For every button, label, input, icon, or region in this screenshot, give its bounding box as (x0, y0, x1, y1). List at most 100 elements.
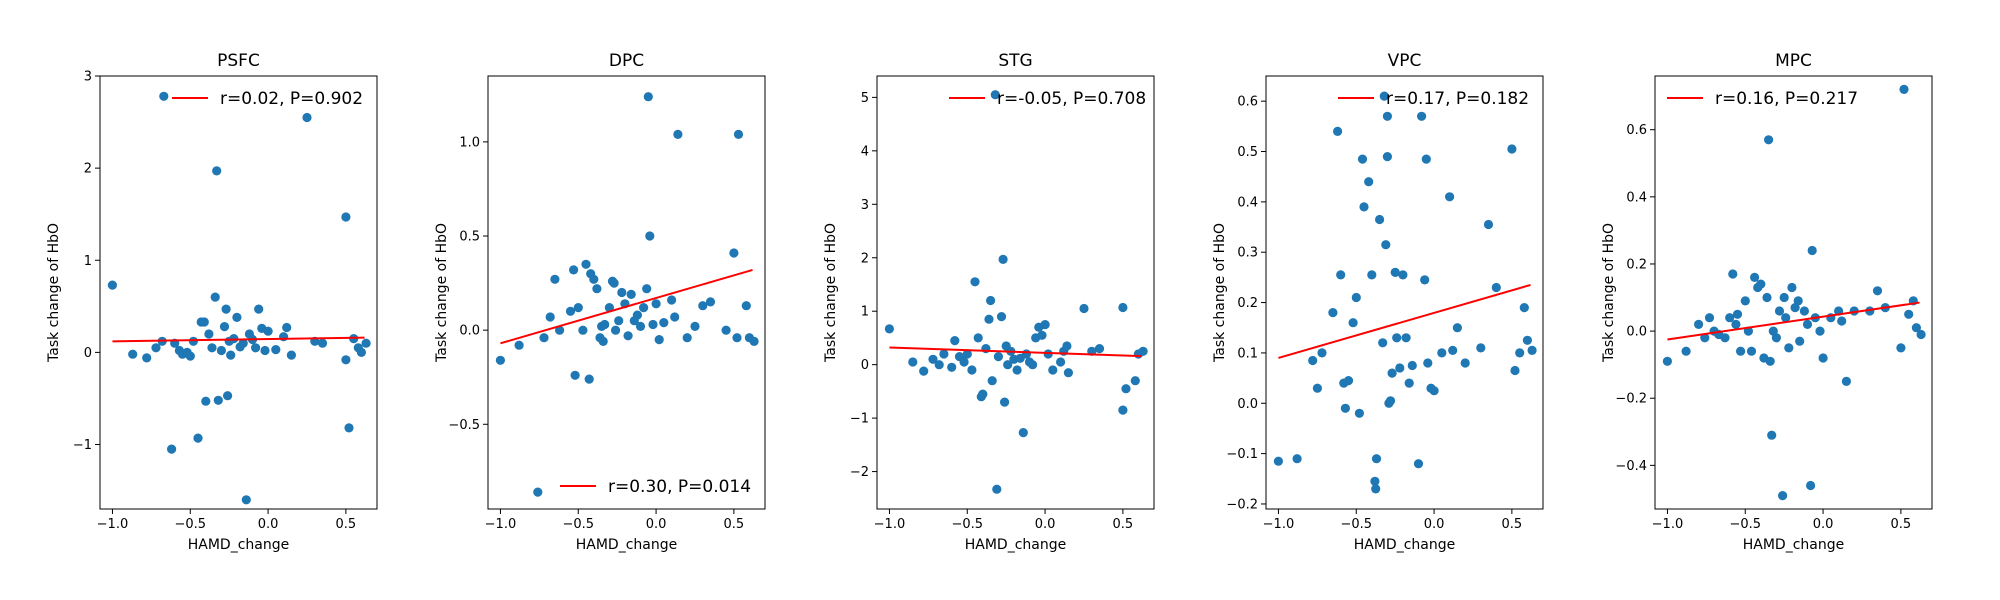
data-point (260, 345, 270, 356)
data-point (1736, 346, 1746, 356)
data-point (1375, 214, 1385, 225)
data-point (642, 284, 652, 294)
y-tick-label: 3 (861, 198, 869, 213)
data-point (1390, 267, 1400, 277)
data-point (614, 316, 624, 326)
data-point (279, 332, 289, 342)
data-point (993, 352, 1004, 362)
data-point (1343, 376, 1354, 386)
data-point (555, 325, 565, 335)
data-point (654, 335, 664, 345)
data-point (1382, 152, 1392, 162)
data-point (1273, 456, 1283, 466)
panel-dpc: DPC −1.0 −0.5 0.0 0.5 −0.5 0.0 0.5 1.0 HAMD_chang… (434, 51, 766, 553)
data-point (1445, 192, 1455, 202)
y-tick-label: −0.5 (448, 418, 480, 433)
data-point (207, 343, 217, 353)
data-point (570, 370, 580, 380)
data-point (600, 319, 610, 330)
data-point (1354, 408, 1364, 418)
y-tick-label: 4 (861, 144, 869, 159)
x-tick-label: 0.0 (1424, 517, 1445, 532)
y-tick-label: −0.2 (1226, 497, 1258, 512)
data-point (1778, 491, 1788, 501)
data-point (1398, 270, 1408, 280)
y-tick-label: 0.6 (1626, 123, 1647, 138)
data-point (1423, 358, 1433, 368)
data-point (263, 326, 273, 336)
legend-label: r=0.02, P=0.902 (220, 89, 363, 109)
data-point (1351, 292, 1361, 303)
data-point (1348, 318, 1358, 328)
data-point (1370, 476, 1380, 486)
x-tick-label: 0.5 (1502, 517, 1523, 532)
data-point (1904, 309, 1914, 319)
data-point (1774, 306, 1785, 316)
data-point (286, 350, 296, 360)
data-point (533, 487, 543, 497)
regression-line (500, 268, 753, 345)
data-point (539, 333, 549, 343)
data-point (185, 351, 195, 361)
data-point (1381, 240, 1391, 250)
data-point (1138, 346, 1148, 356)
data-point (1899, 84, 1909, 94)
regression-line (112, 336, 365, 343)
data-point (1764, 135, 1774, 145)
data-point (682, 333, 692, 343)
data-point (1359, 202, 1369, 212)
data-point (1382, 111, 1392, 121)
data-point (1028, 360, 1038, 370)
data-point (998, 254, 1008, 264)
data-point (1491, 282, 1501, 293)
data-point (361, 338, 371, 348)
data-point (1704, 313, 1715, 323)
data-point (1130, 376, 1140, 386)
data-point (1094, 344, 1105, 354)
data-point (216, 345, 226, 356)
regression-line (1667, 301, 1920, 341)
data-point (1317, 348, 1327, 358)
data-point (1118, 302, 1128, 313)
data-point (1079, 303, 1089, 314)
data-point (1003, 360, 1013, 370)
data-point (1795, 336, 1805, 346)
data-point (645, 231, 655, 241)
data-point (1012, 365, 1022, 375)
x-tick-label: 0.0 (1813, 517, 1834, 532)
data-point (514, 340, 524, 350)
y-axis-label: Task change of HbO (823, 223, 839, 363)
data-point (159, 91, 169, 101)
data-point (578, 325, 588, 335)
data-point (1700, 333, 1710, 343)
data-point (609, 278, 619, 288)
data-point (219, 322, 230, 332)
data-point (213, 395, 223, 405)
data-point (721, 325, 731, 335)
y-tick-label: −2 (850, 465, 869, 480)
data-point (1872, 286, 1883, 296)
axes-frame (99, 75, 378, 510)
y-tick-label: 0.0 (459, 324, 480, 339)
data-point (1413, 459, 1424, 469)
scatter-points (1273, 91, 1537, 494)
y-tick-label: 1 (861, 305, 869, 320)
y-tick-label: 3 (84, 70, 92, 85)
data-point (317, 338, 328, 348)
data-point (984, 314, 994, 324)
data-point (659, 318, 669, 328)
data-point (226, 350, 236, 360)
x-tick-label: 0.5 (724, 517, 745, 532)
x-tick-label: −1.0 (485, 517, 517, 532)
data-point (626, 289, 636, 299)
panel-title: VPC (1388, 51, 1422, 71)
data-point (1694, 319, 1704, 329)
data-point (1387, 368, 1397, 378)
panel-title: PSFC (217, 51, 260, 71)
data-point (959, 357, 969, 367)
data-point (698, 301, 708, 311)
data-point (1806, 480, 1816, 491)
data-point (673, 129, 683, 139)
data-point (1308, 355, 1318, 366)
